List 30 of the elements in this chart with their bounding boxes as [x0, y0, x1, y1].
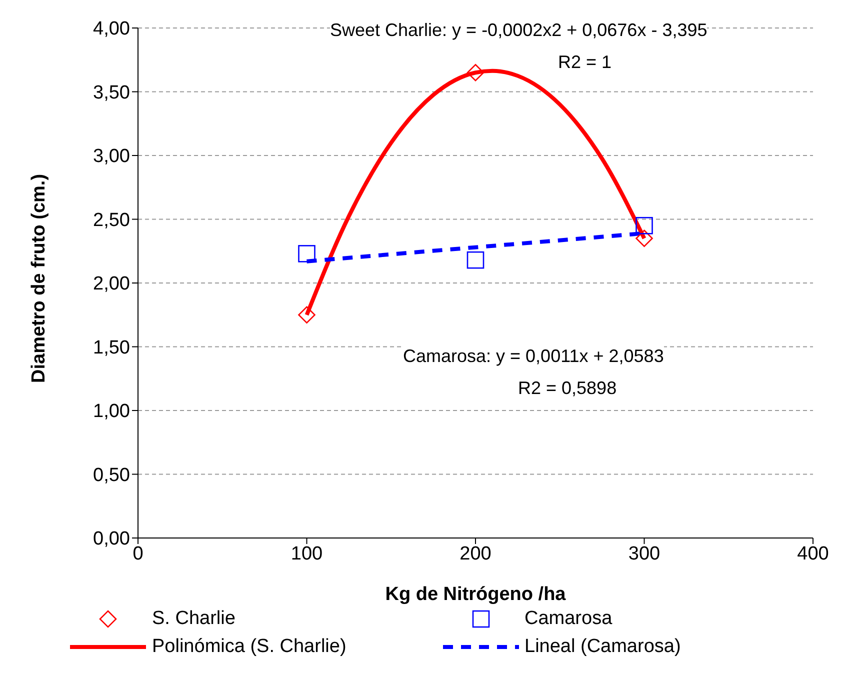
- point: [466, 64, 484, 82]
- point: [298, 306, 316, 324]
- point: [636, 230, 653, 248]
- y-tick-label: 3,00: [93, 146, 130, 168]
- x-tick-label: 0: [132, 543, 144, 564]
- x-tick-label: 100: [290, 543, 323, 564]
- x-axis-title: Kg de Nitrógeno /ha: [385, 584, 566, 605]
- legend-label: Lineal (Camarosa): [524, 636, 681, 658]
- legend-label: Polinómica (S. Charlie): [152, 636, 346, 658]
- x-tick-label: 400: [797, 543, 829, 564]
- annotation: Sweet Charlie: y = -0,0002x2 + 0,0676x - 3,395: [330, 20, 708, 41]
- y-tick-label: 2,50: [93, 210, 130, 231]
- legend-label: S. Charlie: [152, 608, 236, 630]
- annotation: R2 = 1: [558, 52, 612, 73]
- y-axis-title: Diametro de fruto (cm.): [28, 174, 50, 383]
- point: [298, 245, 316, 262]
- y-tick-label: 4,00: [93, 18, 130, 40]
- legend-label: Camarosa: [524, 608, 612, 630]
- y-tick-label: 1,00: [93, 401, 130, 422]
- annotation: Camarosa: y = 0,0011x + 2,0583: [403, 346, 664, 367]
- x-tick-label: 200: [460, 543, 492, 564]
- y-tick-label: 0,00: [93, 528, 130, 550]
- y-tick-label: 2,00: [93, 274, 130, 295]
- y-tick-label: 1,50: [93, 337, 130, 358]
- annotation: R2 = 0,5898: [518, 378, 617, 399]
- point: [466, 251, 484, 269]
- x-tick-label: 300: [628, 543, 660, 564]
- point: [636, 216, 653, 234]
- y-tick-label: 3,50: [93, 82, 130, 104]
- y-tick-label: 0,50: [93, 464, 130, 486]
